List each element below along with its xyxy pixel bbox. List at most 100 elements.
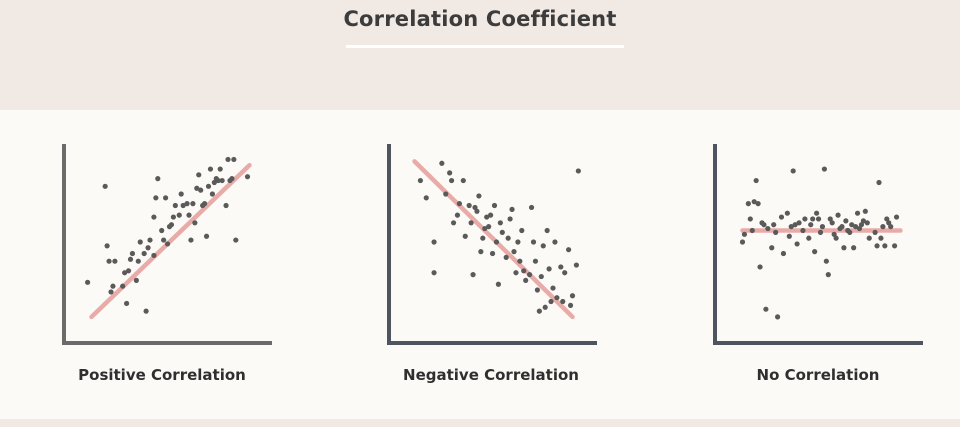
- page-title: Correlation Coefficient: [343, 7, 617, 31]
- positive-data-point: [155, 176, 161, 182]
- none-data-point: [763, 306, 769, 312]
- none-data-point: [751, 199, 757, 205]
- none-data-point: [823, 258, 829, 264]
- negative-data-point: [542, 304, 548, 310]
- negative-data-point: [560, 298, 566, 305]
- negative-data-point: [470, 272, 476, 278]
- none-data-point: [794, 241, 800, 247]
- none-data-point: [893, 214, 900, 220]
- positive-data-point: [112, 258, 118, 264]
- positive-data-point: [145, 245, 151, 251]
- positive-data-point: [163, 195, 169, 201]
- none-data-point: [872, 229, 878, 235]
- negative-data-point: [515, 239, 521, 245]
- none-data-point: [773, 229, 779, 235]
- none-data-point: [882, 243, 888, 249]
- none-data-point: [821, 166, 827, 172]
- negative-data-point: [554, 295, 560, 301]
- none-data-point: [847, 229, 853, 235]
- negative-data-point: [468, 220, 474, 226]
- negative-data-point: [476, 193, 482, 199]
- negative-data-point: [460, 177, 466, 184]
- none-data-point: [747, 216, 753, 222]
- positive-data-point: [129, 250, 136, 257]
- none-data-point: [739, 239, 746, 245]
- negative-data-point: [527, 272, 533, 278]
- positive-data-point: [209, 191, 215, 197]
- negative-data-point: [493, 239, 500, 245]
- none-data-point: [755, 201, 761, 207]
- none-data-point: [876, 179, 882, 186]
- positive-data-point: [205, 183, 212, 189]
- positive-data-point: [125, 268, 132, 274]
- negative-data-point: [513, 270, 519, 276]
- none-data-point: [775, 314, 781, 320]
- negative-data-point: [423, 195, 429, 201]
- none-data-point: [862, 208, 868, 214]
- negative-data-point: [497, 220, 503, 226]
- none-data-point: [780, 250, 787, 257]
- none-data-point: [892, 243, 898, 249]
- negative-data-point: [456, 201, 462, 207]
- none-data-point: [849, 222, 855, 228]
- positive-data-point: [217, 166, 223, 172]
- negative-data-point: [431, 239, 437, 245]
- negative-data-point: [511, 249, 517, 255]
- negative-data-point: [573, 262, 579, 268]
- negative-data-point: [519, 227, 525, 234]
- positive-data-point: [151, 214, 157, 220]
- positive-data-point: [106, 258, 112, 264]
- positive-data-point: [194, 185, 200, 191]
- none-data-point: [854, 210, 861, 216]
- positive-data-point: [188, 237, 194, 243]
- none-data-point: [808, 222, 814, 228]
- title-underline: [346, 45, 624, 48]
- none-data-point: [771, 222, 777, 228]
- positive-data-point: [178, 191, 184, 197]
- positive-data-point: [244, 174, 251, 180]
- none-data-point: [825, 272, 831, 278]
- no-correlation-plot: [713, 140, 923, 350]
- negative-correlation-caption: Negative Correlation: [403, 366, 579, 384]
- positive-data-point: [127, 256, 134, 262]
- negative-data-point: [466, 202, 472, 209]
- none-data-point: [851, 245, 857, 251]
- positive-data-point: [223, 202, 229, 209]
- none-data-point: [802, 216, 808, 222]
- positive-data-point: [110, 283, 116, 289]
- negative-data-point: [488, 212, 494, 218]
- negative-data-point: [486, 224, 492, 230]
- none-data-point: [778, 214, 785, 220]
- negative-data-point: [439, 160, 445, 166]
- none-data-point: [880, 224, 886, 230]
- positive-data-point: [176, 212, 182, 218]
- positive-data-point: [151, 252, 157, 259]
- negative-data-point: [558, 264, 564, 270]
- none-data-point: [812, 249, 818, 255]
- negative-data-point: [484, 214, 490, 220]
- positive-data-point: [170, 214, 176, 220]
- negative-data-point: [538, 273, 544, 280]
- positive-data-point: [211, 179, 217, 186]
- none-data-point: [757, 264, 763, 270]
- none-data-point: [769, 245, 775, 251]
- positive-data-point: [164, 241, 171, 247]
- negative-data-point: [521, 268, 527, 274]
- positive-data-point: [161, 237, 167, 243]
- no-correlation-svg: [713, 144, 923, 345]
- positive-data-point: [207, 166, 214, 172]
- negative-data-point: [532, 258, 539, 264]
- no-correlation-caption: No Correlation: [756, 366, 880, 384]
- none-data-point: [815, 216, 822, 222]
- negative-correlation-plot: [387, 140, 597, 350]
- positive-data-point: [122, 270, 128, 276]
- none-data-point: [792, 222, 798, 228]
- positive-data-point: [215, 177, 221, 184]
- negative-correlation-svg: [387, 144, 597, 345]
- none-data-point: [814, 210, 820, 216]
- negative-data-point: [480, 235, 486, 241]
- positive-data-point: [168, 222, 175, 228]
- negative-trend-line: [412, 159, 575, 320]
- positive-data-point: [184, 201, 190, 207]
- negative-data-point: [489, 250, 496, 257]
